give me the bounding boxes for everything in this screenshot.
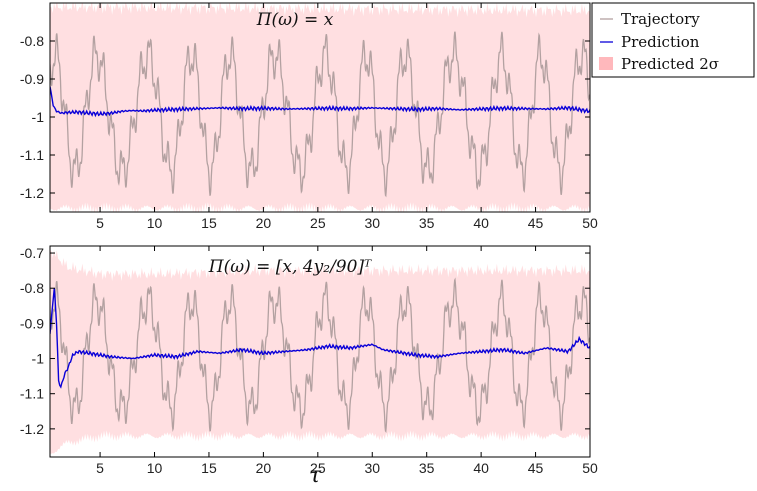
x-tick-label: 35	[419, 215, 435, 231]
legend-band-label: Predicted 2σ	[621, 55, 719, 73]
y-tick-label: -1	[32, 109, 45, 125]
legend: Trajectory Prediction Predicted 2σ	[591, 2, 755, 78]
x-tick-label: 15	[201, 460, 217, 476]
y-tick-label: -1.2	[20, 421, 44, 437]
x-tick-label: 20	[256, 215, 272, 231]
y-tick-label: -1.1	[20, 386, 44, 402]
axes-frame	[49, 245, 591, 458]
panel-top: 5 10 15 20 25 30 35 40 45 50 -1.2 -1.1 -1 -0.9 -0.8	[20, 2, 598, 231]
legend-trajectory-label: Trajectory	[621, 10, 700, 28]
series-trajectory-line	[50, 31, 590, 198]
band-predicted-2sigma	[50, 3, 590, 212]
x-axis-label: τ	[309, 463, 322, 488]
x-tick-label: 30	[364, 215, 380, 231]
y-tick-label: -0.8	[20, 280, 44, 296]
panel-bottom: 5 10 15 20 25 30 35 40 45 50 -1.2 -1.1 -1 -0.9 -0.8 -0.…	[20, 245, 598, 476]
x-tick-label: 10	[147, 460, 163, 476]
y-tick-label: -0.7	[20, 245, 44, 261]
x-tick-label: 15	[201, 215, 217, 231]
x-tick-label: 45	[528, 215, 544, 231]
x-tick-label: 40	[473, 215, 489, 231]
x-tick-label: 50	[582, 460, 598, 476]
y-tick-label: -1.2	[20, 185, 44, 201]
x-tick-label: 10	[147, 215, 163, 231]
series-trajectory-line	[50, 277, 590, 434]
x-tick-label: 45	[528, 460, 544, 476]
legend-band-swatch	[599, 57, 613, 70]
y-tick-label: -0.8	[20, 33, 44, 49]
x-tick-label: 25	[310, 215, 326, 231]
plot-area	[50, 3, 590, 212]
y-tick-label: -1	[32, 351, 45, 367]
x-tick-label: 25	[310, 460, 326, 476]
x-tick-label: 30	[364, 460, 380, 476]
x-tick-label: 5	[96, 460, 104, 476]
panel-top-annotation: Π(ω) = x	[256, 10, 334, 30]
x-tick-label: 20	[256, 460, 272, 476]
x-tick-label: 35	[419, 460, 435, 476]
x-tick-label: 40	[473, 460, 489, 476]
y-tick-label: -1.1	[20, 147, 44, 163]
legend-box	[591, 2, 755, 78]
plot-area	[50, 249, 590, 454]
x-tick-label: 5	[96, 215, 104, 231]
panel-bottom-annotation: Π(ω) = [x, 4y₂/90]ᵀ	[208, 257, 372, 277]
series-prediction-line	[50, 86, 590, 118]
x-tick-label: 50	[582, 215, 598, 231]
axes-frame	[49, 2, 591, 213]
y-tick-label: -0.9	[20, 71, 44, 87]
band-predicted-2sigma	[50, 249, 590, 454]
y-tick-label: -0.9	[20, 315, 44, 331]
series-prediction-line	[50, 288, 590, 389]
legend-prediction-label: Prediction	[621, 33, 700, 51]
